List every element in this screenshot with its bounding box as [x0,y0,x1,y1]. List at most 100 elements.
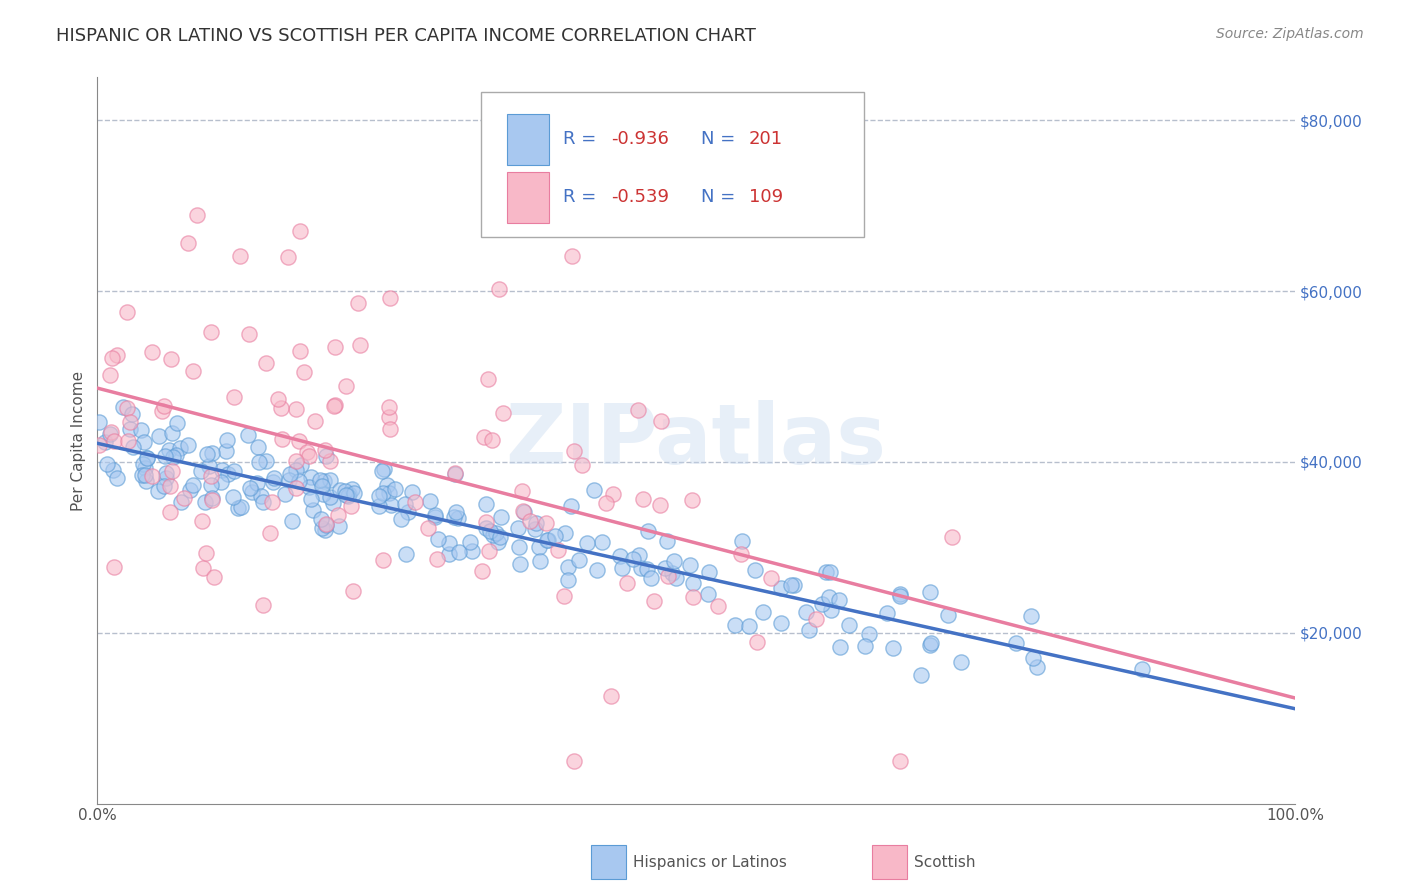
Point [425,551,447,566]
Point [141,345,163,359]
Point [328,519,350,533]
Point [284,401,307,416]
Point [288,475,311,489]
Point [478,543,501,558]
Point [101,351,124,366]
Point [155,466,177,480]
Point [288,434,311,448]
Point [918,585,941,599]
Point [284,481,307,495]
Text: Hispanics or Latinos: Hispanics or Latinos [633,855,786,870]
Point [882,640,904,655]
Point [157,442,180,457]
Point [404,494,426,508]
Point [134,460,156,475]
Point [488,282,510,296]
Point [209,475,232,490]
Point [335,488,357,502]
Point [637,524,659,539]
Point [169,441,191,455]
Point [508,540,530,554]
Point [794,605,817,619]
Point [1022,650,1045,665]
Point [201,493,224,508]
Point [380,499,402,513]
Text: HISPANIC OR LATINO VS SCOTTISH PER CAPITA INCOME CORRELATION CHART: HISPANIC OR LATINO VS SCOTTISH PER CAPIT… [56,27,756,45]
Point [371,464,394,478]
Point [290,458,312,472]
Point [201,446,224,460]
Point [723,618,745,632]
Point [599,690,621,704]
Point [368,499,391,513]
Point [229,249,252,263]
Point [277,251,299,265]
Point [423,508,446,522]
Point [631,491,654,506]
Text: Source: ZipAtlas.com: Source: ZipAtlas.com [1216,27,1364,41]
Point [745,634,768,648]
Point [527,540,550,554]
Text: ZIPatlas: ZIPatlas [506,400,887,481]
Point [461,544,484,558]
Point [447,510,470,524]
Point [575,536,598,550]
Point [153,399,176,413]
Point [591,535,613,549]
Point [512,504,534,518]
Point [236,428,259,442]
Point [103,434,125,448]
Point [389,512,412,526]
Point [314,524,336,538]
Point [155,471,177,485]
Point [252,598,274,612]
Point [950,655,973,669]
Point [586,563,609,577]
Point [510,483,533,498]
Point [195,447,218,461]
Point [105,471,128,485]
Point [486,534,509,549]
Point [100,425,122,440]
Point [395,547,418,561]
Point [661,566,683,580]
Point [342,482,364,496]
Point [191,561,214,575]
Point [811,597,834,611]
Point [838,618,860,632]
Point [314,474,336,488]
Point [678,558,700,573]
Point [699,566,721,580]
Point [117,434,139,448]
Point [148,429,170,443]
Point [288,343,311,358]
Point [166,416,188,430]
Point [568,553,591,567]
Point [94,435,117,450]
Point [920,636,942,650]
Point [190,465,212,479]
Point [371,553,394,567]
Point [132,435,155,450]
Point [198,458,221,473]
Point [122,440,145,454]
Point [201,491,224,505]
Point [889,754,911,768]
Point [936,607,959,622]
Point [323,399,346,413]
Point [423,510,446,524]
Point [292,366,315,380]
Point [319,454,342,468]
Point [98,368,121,383]
Point [288,224,311,238]
Point [238,326,260,341]
Point [920,638,942,652]
Point [309,512,332,526]
Point [627,548,650,562]
Point [105,348,128,362]
Point [643,594,665,608]
Point [610,561,633,575]
Point [830,640,852,654]
Point [239,481,262,495]
Point [537,533,560,547]
